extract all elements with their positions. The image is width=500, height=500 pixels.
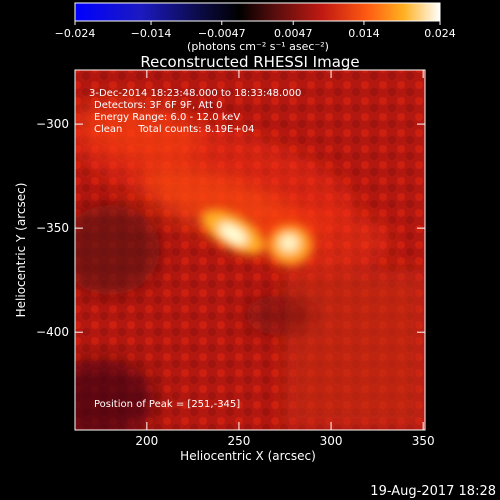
annotation-energy: Energy Range: 6.0 - 12.0 keV (94, 112, 240, 123)
colorbar-tick-label: 0.024 (424, 27, 456, 40)
colorbar-ticks: −0.024 −0.014 −0.0047 0.0047 0.014 0.024 (55, 21, 456, 40)
x-tick-label: 300 (320, 434, 343, 448)
colorbar-tick-label: 0.014 (348, 27, 380, 40)
axis-ticks: 200 250 300 350 −300 −350 −400 (36, 70, 435, 448)
y-tick-label: −300 (36, 117, 69, 131)
colorbar (74, 2, 441, 22)
y-axis-label: Heliocentric Y (arcsec) (14, 183, 28, 318)
annotation-time-range: 3-Dec-2014 18:23:48.000 to 18:33:48.000 (89, 88, 301, 99)
chart-title: Reconstructed RHESSI Image (140, 53, 359, 71)
x-tick-label: 200 (135, 434, 158, 448)
heatmap-image (75, 70, 425, 430)
x-tick-label: 350 (412, 434, 435, 448)
footer-date: 19-Aug-2017 18:28 (370, 484, 496, 499)
annotation-clean: Clean Total counts: 8.19E+04 (94, 124, 254, 135)
colorbar-unit-label: (photons cm⁻² s⁻¹ asec⁻²) (187, 40, 329, 53)
x-axis-label: Heliocentric X (arcsec) (180, 449, 316, 463)
x-tick-label: 250 (227, 434, 250, 448)
colorbar-tick-label: −0.024 (55, 27, 96, 40)
colorbar-tick-label: −0.014 (131, 27, 172, 40)
y-tick-label: −400 (36, 325, 69, 339)
colorbar-tick-label: −0.0047 (198, 27, 246, 40)
plot-frame (74, 69, 426, 431)
y-tick-label: −350 (36, 221, 69, 235)
annotation-peak: Position of Peak = [251,-345] (94, 399, 240, 410)
annotation-detectors: Detectors: 3F 6F 9F, Att 0 (94, 100, 222, 111)
colorbar-tick-label: 0.0047 (274, 27, 313, 40)
